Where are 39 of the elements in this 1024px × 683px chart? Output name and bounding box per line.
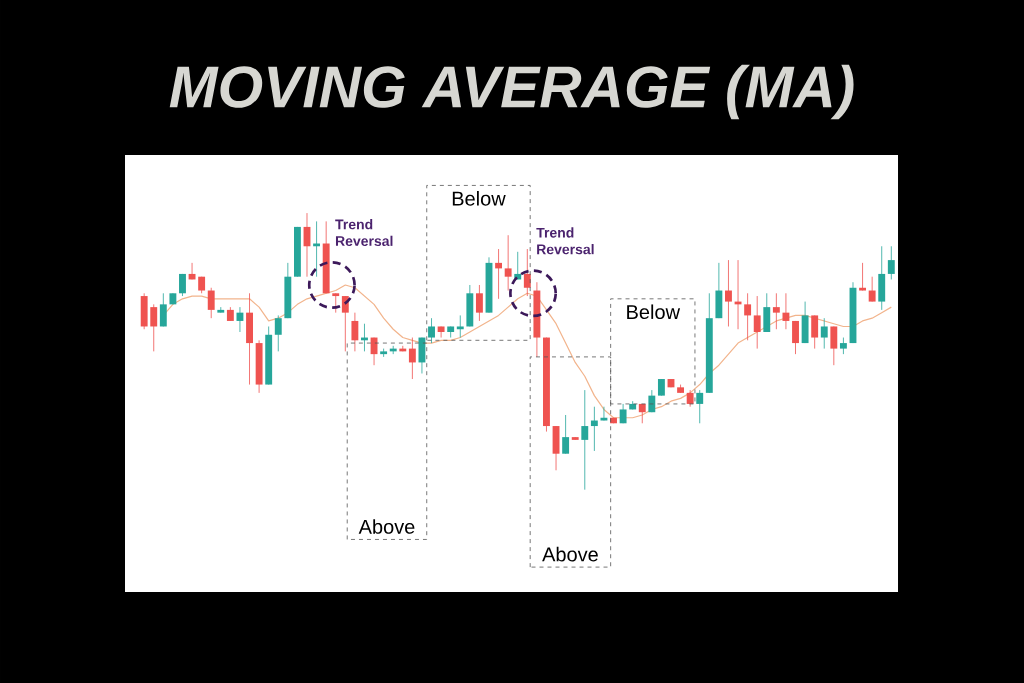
annotation: Below [627,304,681,320]
candlestick [820,317,828,350]
candlestick [581,389,589,491]
candlestick [475,284,483,322]
candlestick [274,315,282,352]
text: Above [358,519,415,534]
candlestick [332,292,340,314]
candlestick [188,262,196,280]
candlestick [159,292,167,327]
annotation: Trend Reversal [335,219,393,247]
candlestick [600,406,608,421]
candlestick [428,317,435,344]
candlestick [504,234,512,291]
chart-title: MOVING AVERAGE (MA) [169,64,854,120]
candlestick [725,259,732,327]
text: Below [452,191,506,206]
candlestick [207,287,215,319]
candlestick [859,262,867,291]
candlestick [523,248,531,297]
candlestick [495,248,503,300]
candlestick [562,414,570,455]
annotation: Trend Reversal [536,227,594,255]
candlestick [351,312,359,352]
candlestick [753,295,761,350]
candlestick [887,245,895,280]
candlestick [408,337,416,380]
candlestick [590,406,598,452]
candlestick [772,292,780,330]
candlestick [696,389,704,424]
candlestick [868,276,876,302]
candlestick [811,315,819,350]
candlestick [792,320,799,355]
candlestick [437,326,445,338]
candlestick [744,292,752,341]
candlestick [456,315,464,338]
candlestick [150,303,158,352]
candlestick [830,326,838,366]
text: Above [542,546,598,562]
candlestick [782,292,790,330]
